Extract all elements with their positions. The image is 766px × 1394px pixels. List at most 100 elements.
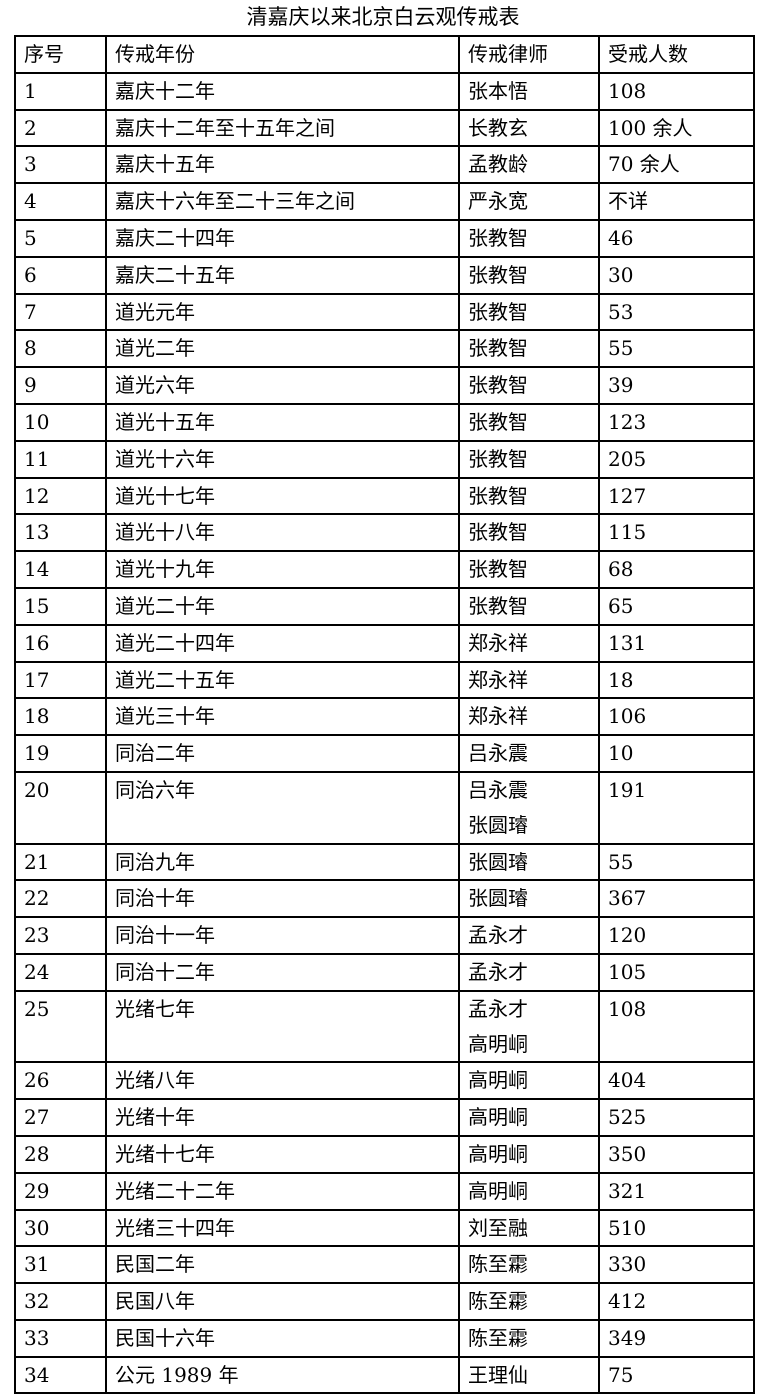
ordination-table: 序号 传戒年份 传戒律师 受戒人数 1 嘉庆十二年 张本悟 108 2 嘉庆十二年至十五年…	[14, 35, 755, 1394]
cell-count: 412	[598, 1282, 755, 1321]
table-row: 10 道光十五年 张教智 123	[14, 402, 755, 442]
cell-count: 55	[598, 329, 755, 369]
cell-year: 嘉庆十五年	[105, 145, 460, 185]
master-name: 高明峒	[468, 1178, 528, 1203]
master-name: 陈至霦	[468, 1289, 528, 1314]
cell-year: 嘉庆二十五年	[105, 255, 460, 295]
cell-no: 14	[14, 550, 107, 589]
cell-no: 22	[14, 879, 107, 919]
cell-year: 道光二十五年	[105, 660, 460, 700]
master-name: 高明峒	[468, 1031, 528, 1056]
cell-master: 郑永祥	[458, 623, 600, 663]
table-row: 6 嘉庆二十五年 张教智 30	[14, 255, 755, 295]
cell-year: 嘉庆十二年至十五年之间	[105, 108, 460, 148]
cell-year: 光绪八年	[105, 1061, 460, 1101]
master-name: 张教智	[468, 262, 528, 287]
master-name: 张教智	[468, 336, 528, 361]
cell-year: 嘉庆十六年至二十三年之间	[105, 182, 460, 221]
table-row: 3 嘉庆十五年 孟教龄 70 余人	[14, 145, 755, 185]
cell-no: 21	[14, 842, 107, 882]
master-name: 张教智	[468, 557, 528, 582]
cell-master: 郑永祥	[458, 697, 600, 737]
cell-master: 王理仙	[458, 1355, 600, 1394]
cell-no: 31	[14, 1245, 107, 1285]
header-cell-year: 传戒年份	[105, 35, 460, 74]
cell-count: 不详	[598, 182, 755, 221]
cell-master: 张教智	[458, 218, 600, 258]
table-row: 25 光绪七年 孟永才 高明峒 108	[14, 989, 755, 1064]
table-row: 24 同治十二年 孟永才 105	[14, 952, 755, 992]
master-name: 张教智	[468, 483, 528, 508]
cell-no: 2	[14, 108, 107, 148]
table-row: 11 道光十六年 张教智 205	[14, 439, 755, 479]
cell-no: 29	[14, 1171, 107, 1211]
table-row: 12 道光十七年 张教智 127	[14, 476, 755, 516]
master-name: 刘至融	[468, 1215, 528, 1240]
cell-master: 陈至霦	[458, 1245, 600, 1285]
cell-count: 349	[598, 1318, 755, 1358]
cell-no: 17	[14, 660, 107, 700]
cell-master: 陈至霦	[458, 1282, 600, 1321]
cell-master: 张教智	[458, 439, 600, 479]
cell-master: 高明峒	[458, 1134, 600, 1174]
master-name: 孟永才	[468, 996, 528, 1021]
cell-no: 24	[14, 952, 107, 992]
cell-no: 28	[14, 1134, 107, 1174]
table-row: 2 嘉庆十二年至十五年之间 长教玄 100 余人	[14, 108, 755, 148]
cell-year: 民国二年	[105, 1245, 460, 1285]
cell-count: 108	[598, 71, 755, 111]
cell-year: 民国十六年	[105, 1318, 460, 1358]
cell-count: 70 余人	[598, 145, 755, 185]
cell-master: 陈至霦	[458, 1318, 600, 1358]
master-name: 高明峒	[468, 1141, 528, 1166]
cell-count: 127	[598, 476, 755, 516]
table-row: 31 民国二年 陈至霦 330	[14, 1245, 755, 1285]
cell-master: 孟教龄	[458, 145, 600, 185]
cell-no: 33	[14, 1318, 107, 1358]
cell-count: 39	[598, 366, 755, 405]
cell-master: 张教智	[458, 550, 600, 589]
master-name: 陈至霦	[468, 1252, 528, 1277]
cell-year: 道光十七年	[105, 476, 460, 516]
cell-master: 张圆璿	[458, 879, 600, 919]
cell-master: 郑永祥	[458, 660, 600, 700]
master-name: 张圆璿	[468, 849, 528, 874]
table-row: 19 同治二年 吕永震 10	[14, 734, 755, 773]
cell-count: 105	[598, 952, 755, 992]
cell-count: 75	[598, 1355, 755, 1394]
table-row: 26 光绪八年 高明峒 404	[14, 1061, 755, 1101]
cell-count: 10	[598, 734, 755, 773]
header-cell-count: 受戒人数	[598, 35, 755, 74]
master-name: 张教智	[468, 409, 528, 434]
cell-count: 525	[598, 1098, 755, 1137]
cell-count: 100 余人	[598, 108, 755, 148]
table-row: 16 道光二十四年 郑永祥 131	[14, 623, 755, 663]
master-name: 张教智	[468, 446, 528, 471]
table-row: 27 光绪十年 高明峒 525	[14, 1098, 755, 1137]
cell-year: 道光元年	[105, 292, 460, 332]
master-name: 张教智	[468, 520, 528, 545]
master-name: 张圆璿	[468, 886, 528, 911]
table-row: 23 同治十一年 孟永才 120	[14, 916, 755, 955]
cell-year: 光绪三十四年	[105, 1208, 460, 1248]
table-row: 29 光绪二十二年 高明峒 321	[14, 1171, 755, 1211]
table-row: 17 道光二十五年 郑永祥 18	[14, 660, 755, 700]
cell-no: 23	[14, 916, 107, 955]
table-row: 21 同治九年 张圆璿 55	[14, 842, 755, 882]
cell-master: 高明峒	[458, 1098, 600, 1137]
table-row: 8 道光二年 张教智 55	[14, 329, 755, 369]
cell-year: 道光二十四年	[105, 623, 460, 663]
cell-count: 115	[598, 513, 755, 553]
cell-master: 高明峒	[458, 1061, 600, 1101]
cell-count: 55	[598, 842, 755, 882]
table-row: 14 道光十九年 张教智 68	[14, 550, 755, 589]
master-name: 严永宽	[468, 189, 528, 214]
master-name: 长教玄	[468, 115, 528, 140]
cell-count: 120	[598, 916, 755, 955]
table-row: 28 光绪十七年 高明峒 350	[14, 1134, 755, 1174]
cell-year: 同治二年	[105, 734, 460, 773]
cell-count: 404	[598, 1061, 755, 1101]
cell-year: 民国八年	[105, 1282, 460, 1321]
table-title: 清嘉庆以来北京白云观传戒表	[246, 5, 520, 29]
cell-year: 道光二年	[105, 329, 460, 369]
